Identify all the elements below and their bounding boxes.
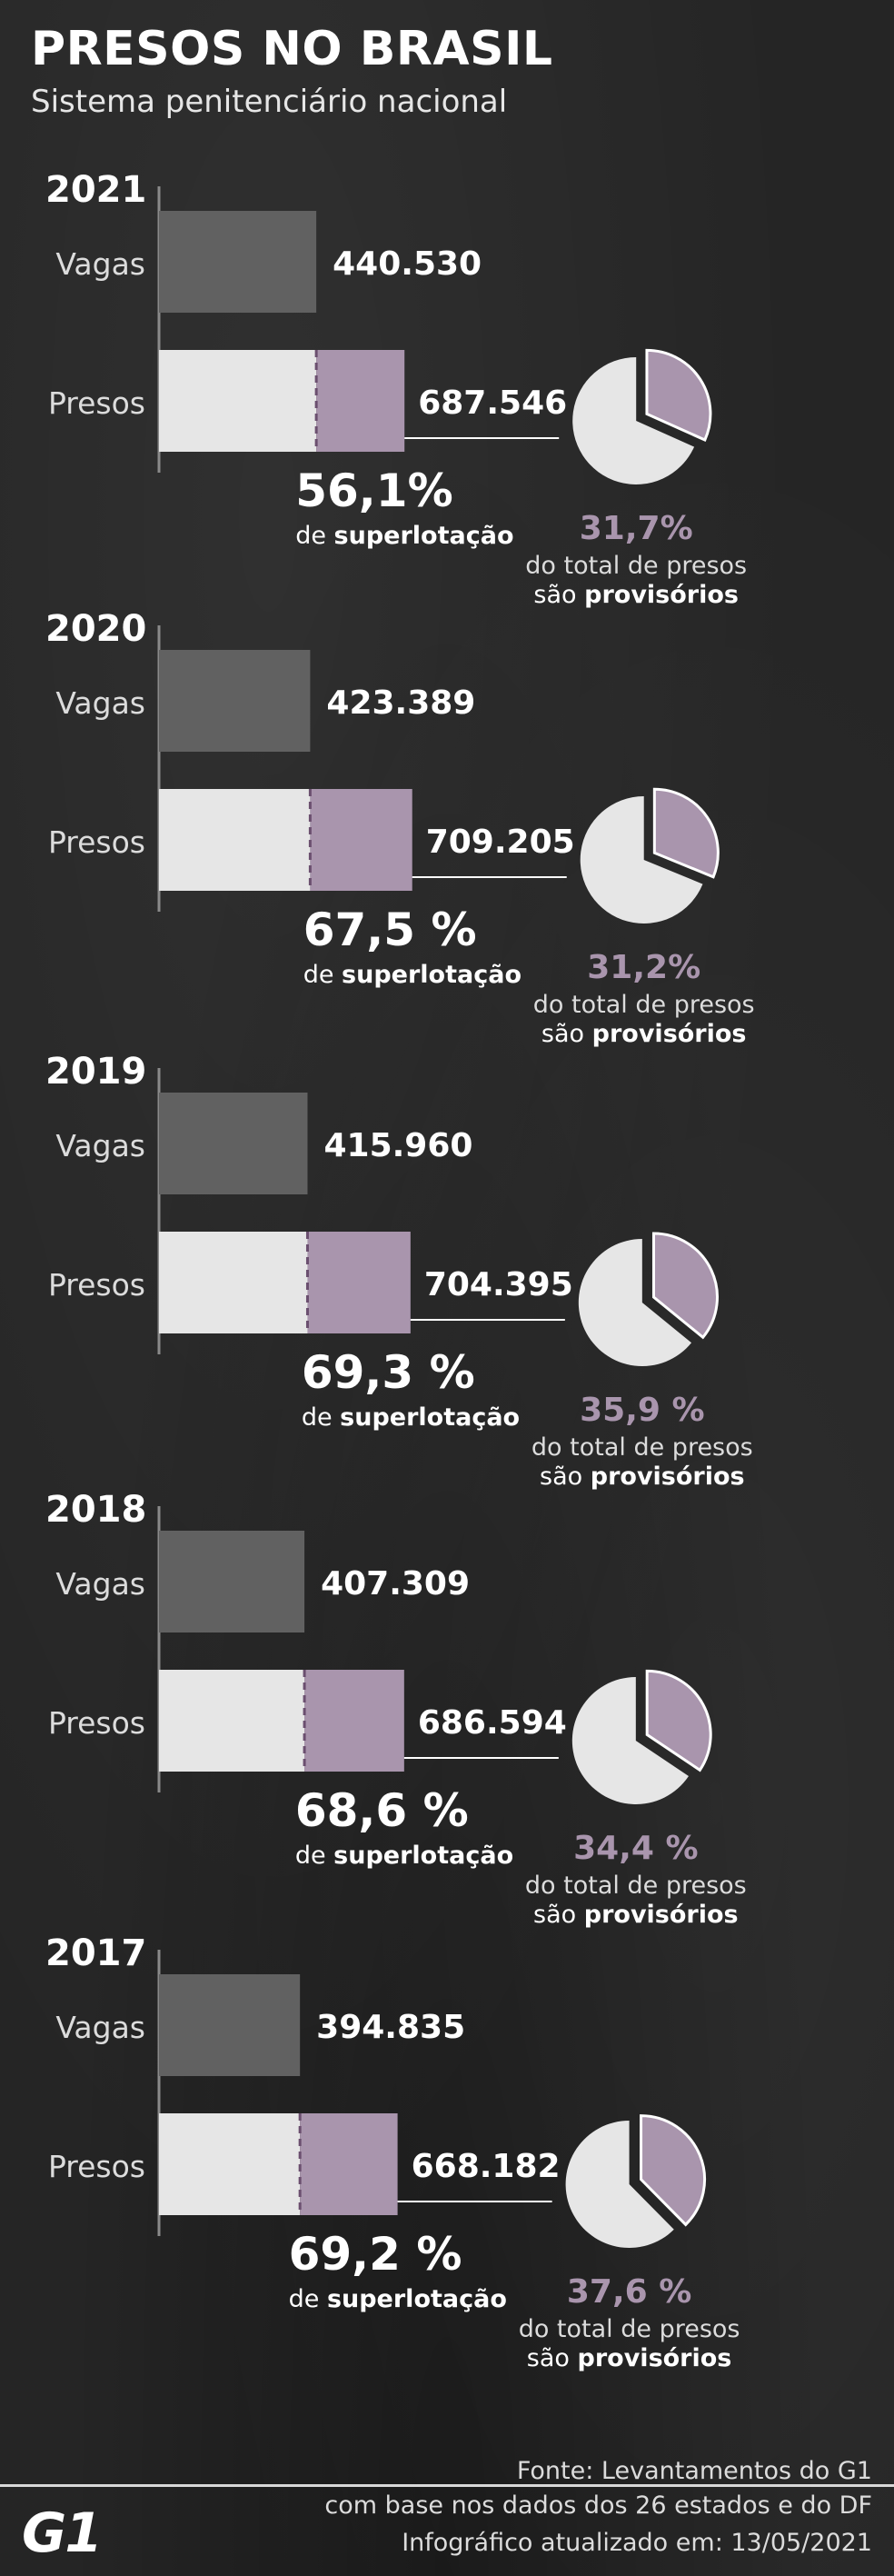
- pie-slice-definitivos: [565, 2121, 674, 2249]
- value-label-presos: 687.546: [418, 384, 567, 422]
- superlotacao-caption: de superlotação: [289, 2285, 507, 2313]
- bar-vagas: [159, 1974, 301, 2076]
- bar-presos-base: [159, 350, 317, 452]
- value-label-presos: 704.395: [424, 1266, 573, 1303]
- superlotacao-value: 56,1%: [295, 464, 452, 517]
- chart-area: 2021 Vagas Presos 440.530 687.546 56,1% de sup…: [45, 169, 755, 2372]
- category-label-vagas: Vagas: [55, 1566, 145, 1602]
- provisorios-caption-line1: do total de presos: [525, 1872, 747, 1900]
- category-label-presos: Presos: [48, 385, 145, 421]
- pie-slice-provisorios: [652, 787, 720, 879]
- g1-logo: G1: [22, 2501, 103, 2565]
- category-label-presos: Presos: [48, 824, 145, 860]
- provisorios-value: 34,4 %: [573, 1830, 698, 1867]
- bar-vagas: [159, 1093, 308, 1194]
- bar-presos-excess: [316, 350, 405, 452]
- provisorios-caption-line2: são provisórios: [540, 1463, 745, 1491]
- value-label-presos: 668.182: [412, 2148, 561, 2185]
- page-subtitle: Sistema penitenciário nacional: [31, 84, 508, 120]
- bar-presos-excess: [307, 1232, 411, 1333]
- provisorios-caption-line1: do total de presos: [533, 991, 755, 1019]
- bar-presos-excess: [304, 1670, 404, 1772]
- provisorios-caption-line2: são provisórios: [533, 1901, 739, 1929]
- category-label-vagas: Vagas: [55, 1128, 145, 1163]
- provisorios-value: 37,6 %: [567, 2273, 691, 2311]
- superlotacao-value: 69,2 %: [289, 2228, 462, 2281]
- value-label-presos: 709.205: [426, 824, 575, 861]
- bar-vagas: [159, 650, 311, 752]
- provisorios-caption-line1: do total de presos: [525, 552, 747, 580]
- value-label-vagas: 394.835: [316, 2009, 465, 2046]
- provisorios-caption-line1: do total de presos: [531, 1433, 753, 1462]
- source-line-2: com base nos dados dos 26 estados e do D…: [324, 2491, 872, 2520]
- value-label-vagas: 423.389: [326, 684, 475, 722]
- value-label-vagas: 440.530: [333, 245, 482, 283]
- source-line-1: Fonte: Levantamentos do G1: [516, 2457, 872, 2485]
- bar-presos-excess: [300, 2113, 398, 2215]
- provisorios-caption-line1: do total de presos: [519, 2315, 740, 2343]
- updated-note: Infográfico atualizado em: 13/05/2021: [402, 2529, 872, 2557]
- year-label: 2021: [45, 169, 146, 211]
- source-note: Fonte: Levantamentos do G1 com base nos …: [324, 2454, 872, 2523]
- provisorios-value: 31,2%: [587, 949, 700, 986]
- pie-slice-provisorios: [640, 2114, 707, 2227]
- provisorios-caption-line2: são provisórios: [533, 581, 739, 609]
- pie-slice-definitivos: [572, 357, 695, 485]
- footer-divider: [0, 2484, 894, 2487]
- year-label: 2020: [45, 608, 146, 650]
- bar-presos-excess: [310, 789, 412, 891]
- year-label: 2017: [45, 1932, 146, 1974]
- pie-slice-provisorios: [645, 348, 712, 442]
- superlotacao-value: 69,3 %: [302, 1346, 475, 1399]
- pie-slice-definitivos: [571, 1677, 689, 1804]
- value-label-vagas: 407.309: [321, 1565, 470, 1603]
- category-label-presos: Presos: [48, 2149, 145, 2184]
- category-label-vagas: Vagas: [55, 246, 145, 282]
- year-label: 2018: [45, 1489, 146, 1531]
- page-title: PRESOS NO BRASIL: [31, 22, 553, 76]
- pie-slice-provisorios: [651, 1232, 719, 1340]
- year-label: 2019: [45, 1051, 146, 1093]
- category-label-vagas: Vagas: [55, 2010, 145, 2045]
- value-label-presos: 686.594: [418, 1704, 567, 1742]
- provisorios-caption-line2: são provisórios: [527, 2344, 732, 2372]
- value-label-vagas: 415.960: [323, 1127, 472, 1164]
- provisorios-value: 35,9 %: [580, 1392, 704, 1429]
- bar-presos-base: [159, 1670, 305, 1772]
- superlotacao-value: 67,5 %: [303, 904, 477, 956]
- bar-presos-base: [159, 2113, 301, 2215]
- bar-vagas: [159, 1531, 305, 1632]
- pie-slice-definitivos: [580, 796, 703, 924]
- bar-presos-base: [159, 789, 311, 891]
- superlotacao-value: 68,6 %: [295, 1784, 469, 1837]
- provisorios-value: 31,7%: [580, 510, 693, 547]
- category-label-vagas: Vagas: [55, 685, 145, 721]
- bar-presos-base: [159, 1232, 308, 1333]
- superlotacao-caption: de superlotação: [295, 522, 513, 550]
- bar-vagas: [159, 211, 317, 313]
- superlotacao-caption: de superlotação: [303, 961, 522, 989]
- superlotacao-caption: de superlotação: [302, 1403, 520, 1432]
- superlotacao-caption: de superlotação: [295, 1842, 513, 1870]
- provisorios-caption-line2: são provisórios: [541, 1020, 747, 1048]
- pie-slice-provisorios: [645, 1669, 712, 1772]
- pie-slice-definitivos: [578, 1239, 692, 1366]
- category-label-presos: Presos: [48, 1705, 145, 1741]
- category-label-presos: Presos: [48, 1267, 145, 1303]
